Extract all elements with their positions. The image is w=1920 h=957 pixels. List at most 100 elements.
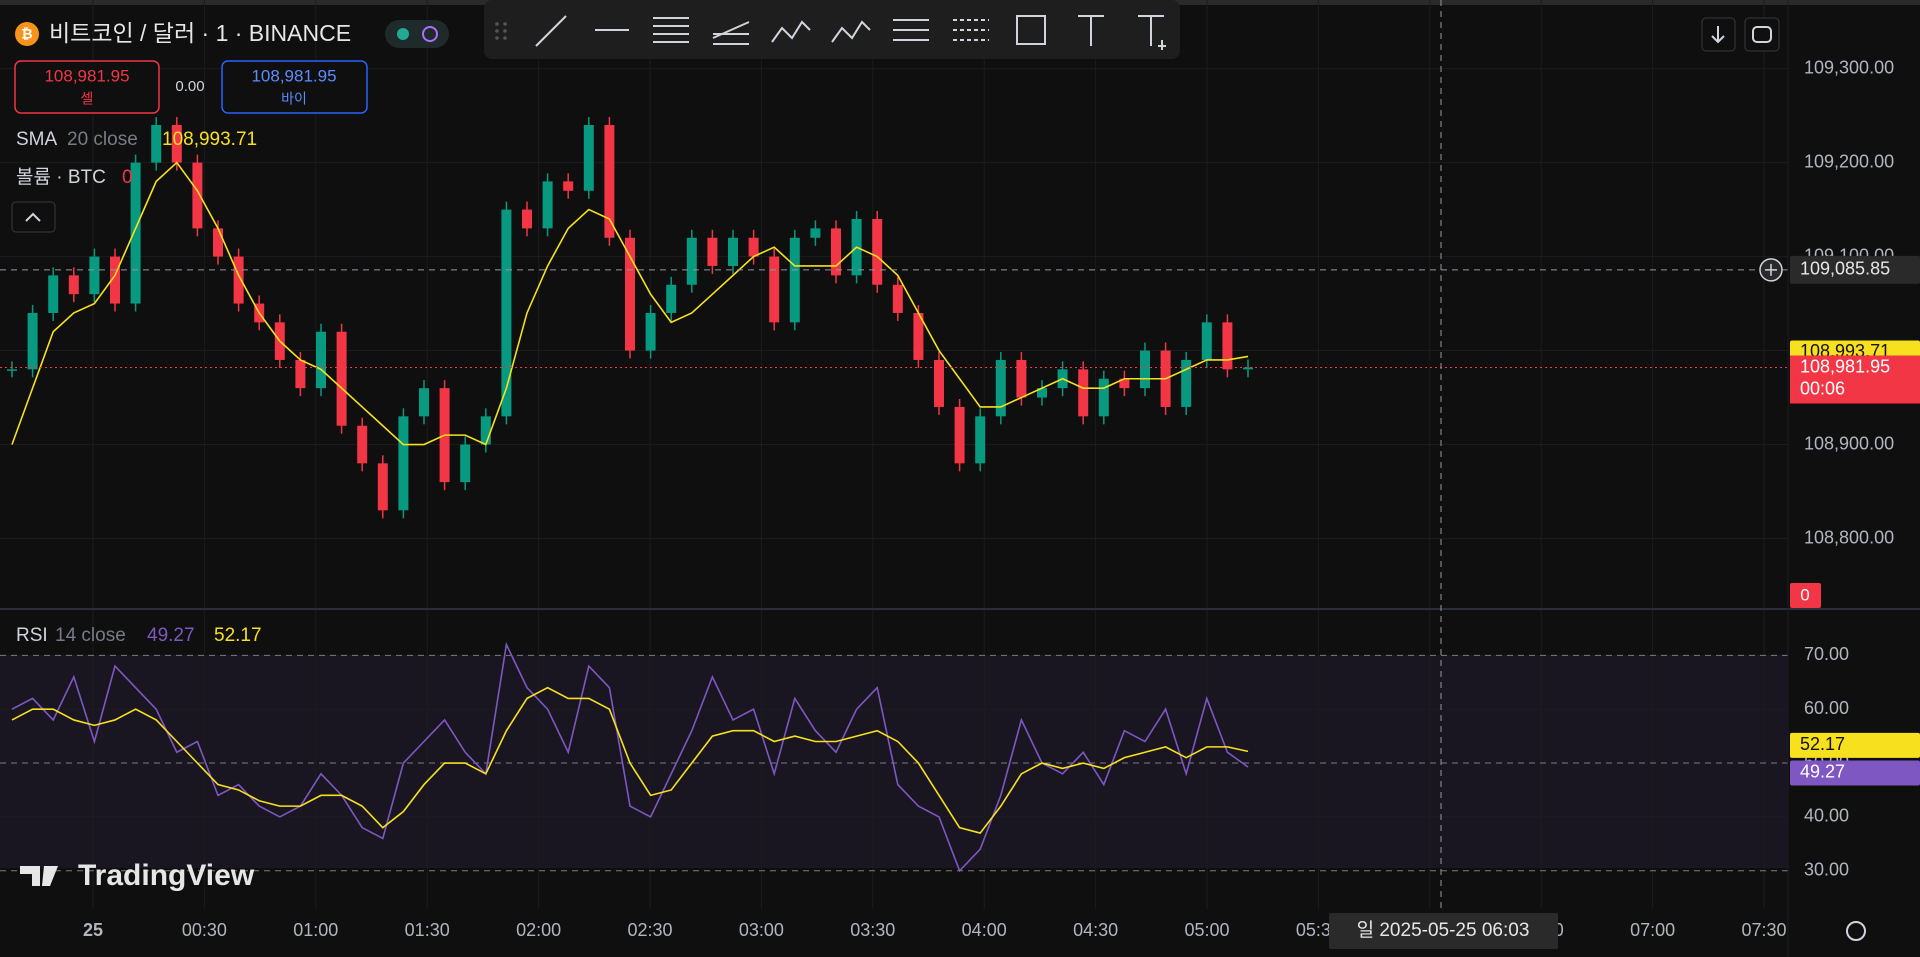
- candle: [995, 359, 1006, 417]
- time-label: 04:00: [962, 920, 1007, 940]
- time-label: 01:00: [293, 920, 338, 940]
- crosshair-price-box: [1790, 255, 1920, 284]
- reset-icon: [1752, 26, 1772, 43]
- last-price: 108,981.95: [1800, 356, 1890, 376]
- abcd-tool[interactable]: [831, 20, 871, 43]
- candle: [48, 275, 59, 313]
- candle: [769, 256, 780, 323]
- time-label: 03:30: [850, 920, 895, 940]
- price-tick-label: 109,200.00: [1804, 151, 1894, 171]
- sma-name: SMA: [16, 129, 58, 150]
- buy-button[interactable]: [221, 60, 368, 114]
- time-axis: 25 00:30 01:00 01:30 02:00 02:30 03:00 03:30 04:…: [83, 913, 1787, 949]
- sell-price: 108,981.95: [44, 66, 129, 85]
- marks: [0, 116, 1788, 873]
- candle: [398, 416, 409, 511]
- rsi-ma-last: 52.17: [1800, 734, 1845, 754]
- sell-label: 셀: [81, 91, 94, 107]
- candle: [954, 406, 965, 464]
- candle: [89, 256, 100, 295]
- fib-tool[interactable]: [712, 21, 750, 45]
- rsi-tick-label: 30.00: [1804, 860, 1849, 880]
- candle: [872, 218, 883, 285]
- time-label: 04:30: [1073, 920, 1118, 940]
- settings-button[interactable]: [1846, 921, 1866, 941]
- status-dot: [397, 28, 409, 40]
- candle: [130, 162, 141, 304]
- candle: [563, 181, 574, 191]
- brand-name: TradingView: [78, 859, 255, 892]
- candle: [583, 124, 594, 191]
- candle: [892, 284, 903, 313]
- channel-tool[interactable]: [653, 17, 689, 43]
- candle: [213, 228, 223, 257]
- candle: [1181, 359, 1192, 407]
- price-tick-label: 108,900.00: [1804, 433, 1894, 453]
- time-label: 03:00: [739, 920, 784, 940]
- candle: [357, 425, 368, 464]
- candle: [831, 228, 841, 276]
- crosshair-price: 109,085.85: [1800, 259, 1890, 279]
- candle: [789, 237, 800, 323]
- candle: [1098, 378, 1109, 417]
- candle: [686, 237, 697, 285]
- range-tool[interactable]: [893, 19, 929, 41]
- rsi-tick-label: 60.00: [1804, 698, 1849, 718]
- coin-glyph: ₿: [21, 26, 32, 42]
- sma-line: [11, 161, 1249, 446]
- rsi-ma-line: [11, 686, 1249, 834]
- volume-value: 0: [122, 167, 133, 188]
- candle: [151, 124, 162, 163]
- symbol-title: 비트코인 / 달러 · 1 · BINANCE: [49, 20, 351, 46]
- rsi-band: [0, 655, 1788, 868]
- rsi-last-box: [1790, 760, 1920, 786]
- reset-button[interactable]: [1744, 17, 1780, 52]
- pattern-tool[interactable]: [771, 20, 811, 43]
- candle: [110, 256, 120, 304]
- candle: [522, 209, 532, 229]
- sma-value: 108,993.71: [162, 129, 257, 150]
- status-icon: [422, 26, 438, 42]
- candle: [460, 444, 471, 483]
- candle: [233, 256, 244, 304]
- coin-icon: [15, 22, 39, 46]
- countdown: 00:06: [1800, 378, 1845, 398]
- forecast-tool[interactable]: [953, 19, 989, 41]
- candle: [192, 162, 203, 229]
- sma-params: 20 close: [67, 129, 138, 150]
- collapse-button[interactable]: [11, 201, 56, 233]
- candle: [1140, 350, 1150, 389]
- text-tool[interactable]: [1078, 15, 1104, 46]
- buy-label: 바이: [281, 91, 307, 107]
- anchored-text-tool[interactable]: [1138, 15, 1166, 50]
- rsi-tick-label: 40.00: [1804, 806, 1849, 826]
- volume-name: 볼륨 · BTC: [16, 166, 106, 188]
- candle: [1243, 367, 1253, 370]
- time-label: 05:00: [1184, 920, 1229, 940]
- brand-icon: [20, 866, 58, 886]
- time-label: 00:30: [182, 920, 227, 940]
- toolbar-bg: [484, 0, 1180, 59]
- candle: [748, 237, 759, 257]
- volume-axis-label: 0: [1800, 585, 1809, 604]
- candle: [604, 124, 615, 238]
- candle: [1222, 322, 1233, 370]
- sell-button[interactable]: [14, 60, 160, 114]
- candle: [666, 284, 677, 313]
- market-status[interactable]: [385, 20, 449, 48]
- price-tick-label: 109,300.00: [1804, 57, 1894, 77]
- candle: [68, 275, 79, 295]
- candle: [377, 463, 388, 511]
- trendline-tool[interactable]: [535, 15, 567, 47]
- candle: [336, 331, 347, 426]
- time-label: 07:30: [1741, 920, 1786, 940]
- last-price-box: [1790, 355, 1920, 404]
- time-label: 25: [83, 920, 103, 940]
- candle: [1016, 359, 1027, 398]
- rectangle-tool[interactable]: [1016, 15, 1046, 45]
- candle: [480, 416, 491, 445]
- candle: [542, 181, 553, 229]
- time-label: 07:00: [1630, 920, 1675, 940]
